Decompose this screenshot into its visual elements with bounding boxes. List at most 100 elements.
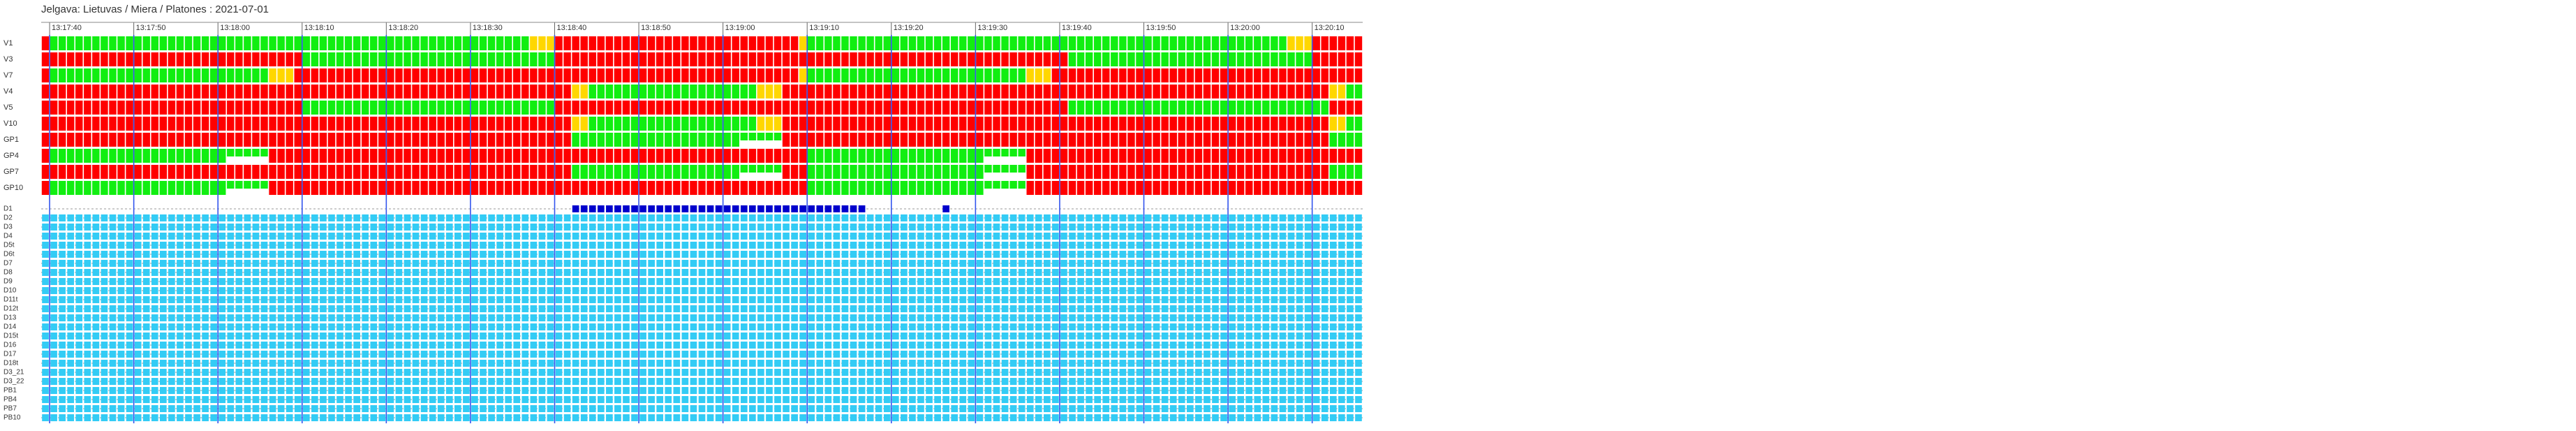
- signal-cell: [252, 68, 259, 82]
- detector-cell: [488, 224, 495, 231]
- signal-cell: [757, 149, 764, 163]
- signal-cell: [404, 149, 410, 163]
- detector-cell: [446, 387, 453, 394]
- detector-cell: [682, 387, 689, 394]
- signal-cell: [75, 117, 82, 131]
- detector-cell: [825, 278, 832, 285]
- detector-cell: [160, 214, 167, 221]
- signal-cell: [984, 36, 991, 50]
- detector-cell: [320, 269, 327, 276]
- signal-cell: [1330, 181, 1337, 195]
- signal-cell: [142, 101, 149, 115]
- detector-cell: [774, 342, 781, 349]
- signal-cell: [311, 36, 318, 50]
- detector-cell: [766, 242, 773, 249]
- signal-cell: [1271, 85, 1278, 98]
- detector-cell: [160, 278, 167, 285]
- detector-cell: [716, 351, 723, 358]
- signal-cell: [993, 133, 1000, 147]
- signal-cell: [808, 181, 815, 195]
- detector-cell: [1220, 378, 1227, 385]
- signal-cell: [412, 52, 419, 66]
- signal-cell: [598, 133, 605, 147]
- signal-cell: [1153, 133, 1160, 147]
- signal-cell: [648, 85, 655, 98]
- detector-cell: [942, 214, 949, 221]
- signal-cell: [715, 36, 722, 50]
- signal-cell: [1001, 52, 1008, 66]
- detector-cell: [1313, 260, 1320, 267]
- signal-cell: [741, 52, 748, 66]
- signal-cell: [639, 101, 646, 115]
- detector-cell: [1254, 314, 1261, 321]
- signal-cell: [227, 133, 234, 147]
- signal-cell: [1322, 165, 1328, 179]
- signal-cell: [193, 149, 200, 163]
- detector-cell: [463, 269, 470, 276]
- signal-cell: [606, 101, 613, 115]
- detector-cell: [135, 369, 142, 376]
- detector-cell: [1322, 360, 1328, 367]
- detector-cell: [311, 351, 318, 358]
- signal-cell: [345, 85, 352, 98]
- detector-cell: [547, 369, 554, 376]
- detector-cell: [1313, 351, 1320, 358]
- detector-cell: [892, 378, 899, 385]
- detector-cell: [336, 360, 343, 367]
- signal-cell: [1262, 133, 1269, 147]
- detector-cell: [774, 260, 781, 267]
- detector-cell: [345, 351, 352, 358]
- signal-cell: [1144, 68, 1151, 82]
- signal-cell: [1338, 52, 1345, 66]
- detector-cell: [707, 287, 714, 294]
- signal-cell: [471, 117, 478, 131]
- detector-cell: [1347, 260, 1354, 267]
- detector-cell: [875, 351, 882, 358]
- detector-cell: [269, 278, 276, 285]
- signal-cell: [1060, 85, 1067, 98]
- detector-cell: [50, 378, 57, 385]
- signal-cell: [521, 117, 528, 131]
- detector-cell: [244, 387, 251, 394]
- detector-cell: [581, 323, 588, 330]
- signal-cell: [1245, 149, 1252, 163]
- detector-cell: [942, 360, 949, 367]
- detector-cell: [463, 342, 470, 349]
- detector-cell: [42, 287, 49, 294]
- signal-cell: [555, 68, 562, 82]
- detector-cell: [690, 314, 697, 321]
- detector-cell: [177, 314, 184, 321]
- signal-cell: [875, 165, 882, 179]
- detector-cell: [1212, 378, 1219, 385]
- signal-cell: [766, 68, 773, 82]
- detector-cell: [1137, 278, 1143, 285]
- detector-cell: [859, 205, 866, 212]
- detector-cell: [892, 333, 899, 339]
- detector-cell: [766, 369, 773, 376]
- detector-cell: [1044, 296, 1051, 303]
- signal-cell: [117, 101, 124, 115]
- row-label: D16: [3, 342, 17, 349]
- signal-cell: [530, 85, 537, 98]
- detector-cell: [648, 378, 655, 385]
- signal-cell: [227, 181, 234, 189]
- signal-cell: [1330, 133, 1337, 147]
- detector-cell: [311, 260, 318, 267]
- detector-cell: [749, 351, 756, 358]
- signal-segment: [808, 36, 1287, 50]
- signal-cell: [858, 149, 865, 163]
- detector-cell: [396, 323, 403, 330]
- detector-cell: [917, 342, 924, 349]
- signal-cell: [530, 181, 537, 195]
- detector-cell: [463, 333, 470, 339]
- signal-cell: [1262, 36, 1269, 50]
- detector-cell: [126, 387, 133, 394]
- detector-cell: [1153, 305, 1160, 312]
- signal-cell: [1237, 149, 1244, 163]
- signal-cell: [741, 101, 748, 115]
- detector-cell: [926, 342, 933, 349]
- signal-cell: [311, 165, 318, 179]
- detector-cell: [1044, 269, 1051, 276]
- detector-cell: [1263, 387, 1270, 394]
- signal-cell: [177, 101, 184, 115]
